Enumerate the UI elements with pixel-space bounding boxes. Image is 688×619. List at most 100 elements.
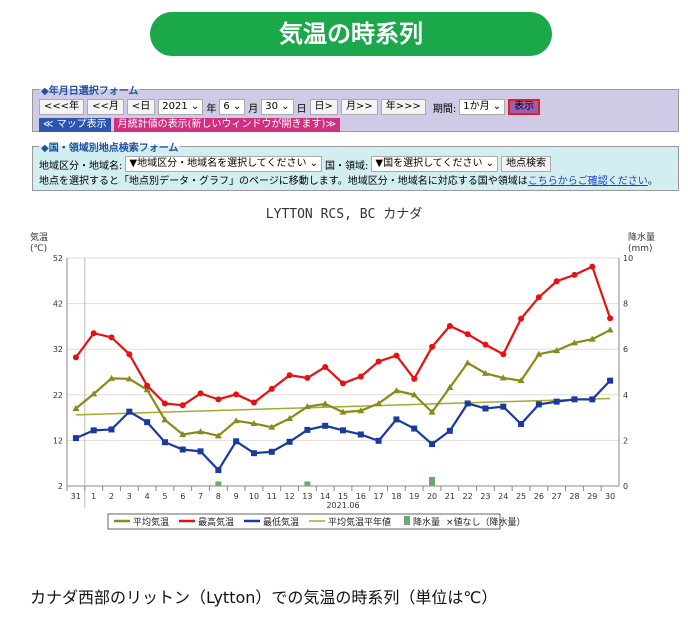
prev-month-button[interactable]: <<月: [87, 99, 124, 115]
station-search-button[interactable]: 地点検索: [501, 156, 552, 172]
data-point: [357, 407, 365, 414]
month-unit: 月: [248, 103, 259, 115]
y2-tick-label: 6: [623, 345, 628, 354]
data-point: [197, 448, 204, 455]
data-point: [589, 396, 596, 403]
data-point: [535, 350, 543, 357]
data-point: [250, 450, 257, 457]
day-select[interactable]: 30 ⌄: [261, 99, 294, 115]
data-point: [500, 351, 507, 358]
x-tick-label: 2: [109, 492, 114, 501]
data-point: [410, 391, 418, 398]
data-point: [161, 400, 168, 407]
legend-label: 降水量: [413, 516, 440, 528]
period-select[interactable]: 1か月 ⌄: [459, 99, 506, 115]
legend-swatch: [404, 516, 410, 525]
x-tick-label: 10: [249, 492, 259, 501]
y-tick-label: 22: [53, 391, 63, 400]
prev-year-button[interactable]: <<<年: [39, 99, 85, 115]
data-point: [375, 399, 383, 406]
data-point: [215, 467, 222, 474]
y-tick-label: 12: [53, 436, 63, 445]
data-point: [535, 401, 542, 408]
y-axis-label: 気温: [30, 231, 48, 243]
x-tick-label: 17: [374, 492, 384, 501]
x-tick-label: 21: [445, 492, 455, 501]
y2-axis-label: (mm): [628, 244, 653, 254]
x-tick-label: 29: [587, 492, 597, 501]
data-point: [90, 330, 97, 337]
next-month-button[interactable]: 月>>: [340, 99, 378, 115]
next-year-button[interactable]: 年>>>: [380, 99, 426, 115]
data-point: [179, 446, 186, 453]
x-tick-label: 11: [267, 492, 277, 501]
data-point: [375, 437, 382, 444]
temperature-chart: LYTTON RCS, BC カナダ気温(℃)降水量(mm)2122232425…: [30, 207, 655, 530]
data-point: [144, 419, 151, 426]
search-form-legend: ◆国・領域別地点検索フォーム: [41, 143, 179, 154]
data-point: [321, 400, 329, 407]
data-point: [197, 390, 204, 397]
data-point: [340, 427, 346, 434]
x-tick-label: 3: [127, 492, 132, 501]
confirm-link[interactable]: こちらからご確認ください: [527, 176, 648, 187]
data-point: [179, 430, 187, 437]
caption: カナダ西部のリットン（Lytton）での気温の時系列（単位は℃）: [30, 588, 498, 607]
search-note: 地点を選択すると「地点別データ・グラフ」のページに移動します。地域区分・地域名に…: [39, 176, 658, 187]
data-point: [286, 415, 294, 422]
x-tick-label: 22: [463, 492, 473, 501]
legend-label: 平均気温: [133, 516, 169, 528]
prev-day-button[interactable]: <日: [126, 99, 156, 115]
data-point: [357, 431, 364, 438]
normal-mean-temp-line: [75, 397, 611, 416]
data-point: [268, 385, 275, 392]
y-tick-label: 42: [53, 300, 63, 309]
data-point: [482, 341, 489, 348]
data-point: [303, 403, 311, 410]
data-point: [108, 334, 115, 341]
data-point: [340, 380, 346, 387]
next-day-button[interactable]: 日>: [309, 99, 338, 115]
month-select[interactable]: 6 ⌄: [219, 99, 246, 115]
data-point: [179, 402, 186, 409]
data-point: [589, 263, 596, 270]
data-point: [518, 315, 525, 322]
data-point: [250, 420, 258, 427]
data-point: [215, 396, 222, 403]
data-point: [125, 375, 133, 382]
data-point: [197, 428, 205, 435]
data-point: [446, 384, 454, 391]
data-point: [411, 425, 418, 432]
map-view-button[interactable]: ≪ マップ表示: [39, 118, 111, 132]
data-point: [429, 441, 436, 448]
legend-box: [107, 513, 501, 530]
data-point: [464, 359, 472, 366]
y2-tick-label: 4: [623, 391, 628, 400]
data-point: [499, 374, 507, 381]
data-point: [72, 435, 79, 442]
x-tick-label: 28: [569, 492, 579, 501]
data-point: [446, 427, 453, 434]
show-button[interactable]: 表示: [508, 99, 541, 115]
data-point: [393, 352, 400, 359]
y2-tick-label: 10: [623, 254, 633, 263]
data-point: [607, 377, 614, 384]
x-tick-label: 23: [480, 492, 490, 501]
monthly-stats-button[interactable]: 月統計値の表示(新しいウィンドウが開きます)≫: [113, 118, 340, 132]
region-select[interactable]: ▼地域区分・地域名を選択してください ⌄: [125, 156, 323, 172]
data-point: [357, 373, 364, 380]
x-tick-label: 12: [284, 492, 294, 501]
data-point: [482, 405, 489, 412]
data-point: [517, 377, 525, 384]
data-point: [446, 322, 453, 329]
country-select[interactable]: ▼国を選択してください ⌄: [371, 156, 499, 172]
y2-tick-label: 2: [623, 436, 628, 445]
year-select[interactable]: 2021 ⌄: [158, 99, 204, 115]
x-tick-label: 9: [234, 492, 239, 501]
y2-axis-label: 降水量: [628, 231, 655, 243]
y-axis-label: (℃): [30, 244, 47, 254]
precip-bar: [215, 481, 222, 486]
data-point: [250, 399, 257, 406]
data-point: [268, 423, 276, 430]
x-tick-label: 25: [516, 492, 526, 501]
